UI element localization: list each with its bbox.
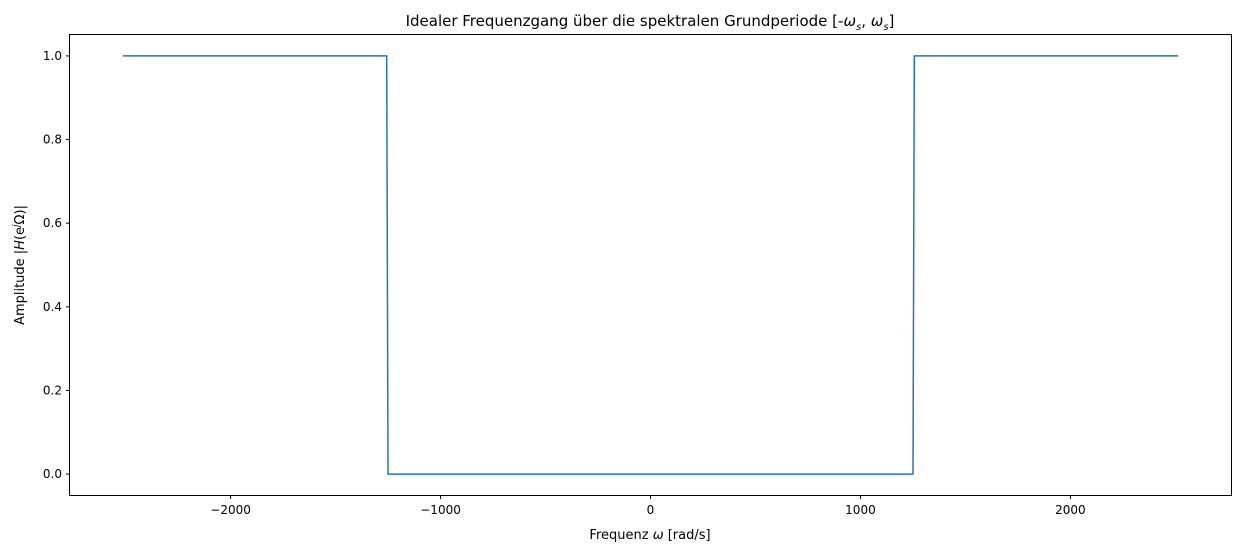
y-tick-label: 0.4 (43, 300, 62, 314)
x-axis: −2000 −1000 0 1000 2000 (210, 495, 1086, 517)
y-tick-label: 1.0 (43, 49, 62, 63)
x-tick-label: −1000 (420, 503, 461, 517)
y-tick-label: 0.8 (43, 133, 62, 147)
y-axis: 0.0 0.2 0.4 0.6 0.8 1.0 (43, 49, 70, 481)
y-tick-label: 0.6 (43, 216, 62, 230)
y-tick-label: 0.0 (43, 467, 62, 481)
y-axis-label: Amplitude |H(ejΩ)| (12, 205, 28, 325)
x-tick-label: −2000 (210, 503, 251, 517)
chart-title: Idealer Frequenzgang über die spektralen… (406, 12, 895, 33)
x-tick-label: 1000 (845, 503, 876, 517)
y-tick-label: 0.2 (43, 383, 62, 397)
x-tick-label: 2000 (1055, 503, 1086, 517)
series-line-0 (122, 55, 1179, 475)
plot-frame (69, 34, 1232, 496)
x-tick-label: 0 (647, 503, 655, 517)
plot-area (122, 55, 1179, 475)
x-axis-label: Frequenz ω [rad/s] (589, 528, 710, 543)
